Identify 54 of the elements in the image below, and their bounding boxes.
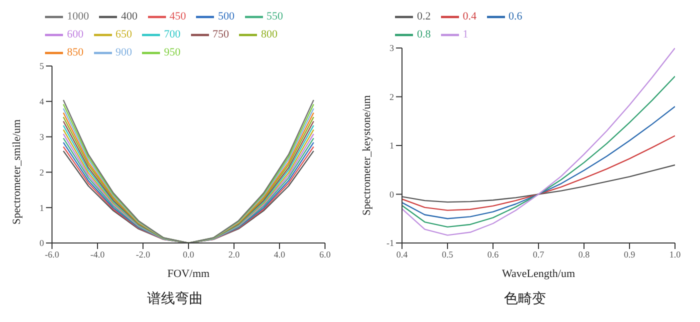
legend-label: 0.6 <box>508 10 522 23</box>
legend-label: 700 <box>164 28 180 41</box>
legend-label: 1 <box>462 28 468 41</box>
x-tick-label: 0.9 <box>624 249 636 260</box>
x-tick-label: 1.0 <box>669 249 682 260</box>
legend-label: 0.2 <box>417 10 431 23</box>
x-tick-label: -6.0 <box>44 249 60 260</box>
legend-label: 1000 <box>67 10 89 23</box>
line-series <box>402 106 675 220</box>
legend-label: 400 <box>121 10 138 23</box>
x-tick-label: 2.0 <box>228 249 240 260</box>
x-tick-label: 0.5 <box>442 249 454 260</box>
y-tick-label: 2 <box>390 92 394 102</box>
legend-label: 550 <box>266 10 283 23</box>
x-tick-label: 0.8 <box>578 249 590 260</box>
x-tick-label: 0.4 <box>396 249 408 260</box>
y-tick-label: 1 <box>40 202 44 213</box>
x-tick-label: 6.0 <box>319 249 332 260</box>
legend-label: 900 <box>116 46 132 59</box>
x-tick-label: -2.0 <box>136 249 151 260</box>
line-series <box>402 135 675 211</box>
line-series <box>402 76 675 228</box>
y-axis-title: Spectrometer_smile/um <box>10 118 23 224</box>
y-tick-label: 2 <box>40 167 44 178</box>
y-tick-label: -1 <box>386 238 394 248</box>
legend-label: 0.4 <box>462 10 476 23</box>
y-tick-label: 0 <box>40 238 44 248</box>
text: 谱线弯曲 <box>146 290 204 308</box>
legend-label: 750 <box>212 28 229 41</box>
x-tick-label: -4.0 <box>90 249 106 260</box>
x-axis-title: WaveLength/um <box>502 268 576 280</box>
legend-label: 850 <box>67 46 84 59</box>
legend-label: 450 <box>170 10 186 23</box>
y-axis-title: Spectrometer_keystone/um <box>360 94 373 216</box>
text: 色畸变 <box>503 290 547 308</box>
y-tick-label: 1 <box>390 140 394 151</box>
x-tick-label: 0.6 <box>487 249 500 260</box>
y-tick-label: 4 <box>40 96 44 107</box>
x-tick-label: 0.0 <box>182 249 195 260</box>
x-tick-label: 4.0 <box>274 249 286 260</box>
legend-label: 0.8 <box>417 28 431 41</box>
y-tick-label: 3 <box>390 43 394 54</box>
line-series <box>402 48 675 236</box>
x-tick-label: 0.7 <box>532 249 545 260</box>
line-series <box>402 164 675 203</box>
legend-label: 500 <box>218 10 234 23</box>
y-tick-label: 3 <box>40 132 44 142</box>
y-tick-label: 5 <box>40 61 44 72</box>
x-axis-title: FOV/mm <box>167 268 210 280</box>
y-tick-label: 0 <box>390 189 394 200</box>
legend-label: 650 <box>116 28 132 41</box>
legend-label: 800 <box>261 28 278 41</box>
legend-label: 950 <box>164 46 180 59</box>
legend-label: 600 <box>67 28 84 41</box>
